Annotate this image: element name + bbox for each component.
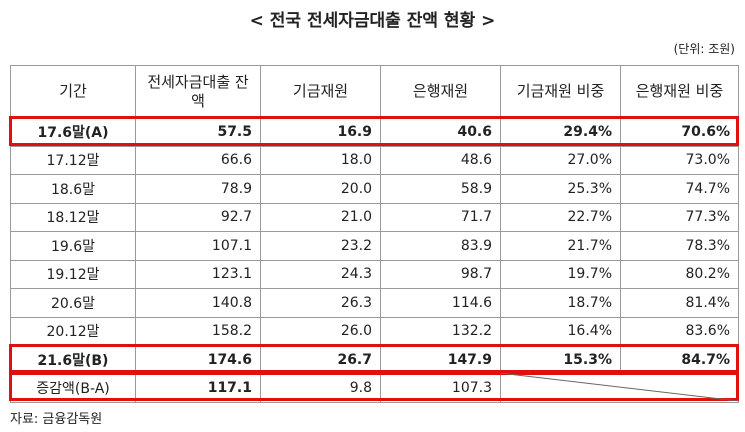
cell: 83.9: [380, 231, 501, 261]
cell: 16.4%: [500, 316, 621, 346]
row-label: 20.6말: [10, 288, 136, 318]
row-label: 19.6말: [10, 231, 136, 261]
table-row: 19.12말 123.1 24.3 98.7 19.7% 80.2%: [10, 259, 739, 289]
header-row: 기간 전세자금대출 잔액 기금재원 은행재원 기금재원 비중 은행재원 비중: [10, 65, 739, 118]
table-body: 17.6말(A) 57.5 16.9 40.6 29.4% 70.6% 17.12말 66.6…: [10, 117, 739, 403]
cell: 158.2: [135, 316, 261, 346]
row-label: 18.12말: [10, 202, 136, 232]
cell: 16.9: [260, 117, 381, 147]
cell: 57.5: [135, 117, 261, 147]
cell: 70.6%: [620, 117, 739, 147]
cell: 58.9: [380, 174, 501, 204]
cell: 26.7: [260, 345, 381, 375]
table-row: 17.12말 66.6 18.0 48.6 27.0% 73.0%: [10, 145, 739, 175]
row-label: 20.12말: [10, 316, 136, 346]
title: < 전국 전세자금대출 잔액 현황 >: [249, 11, 496, 31]
cell: 15.3%: [500, 345, 621, 375]
column-header: 은행재원 비중: [620, 65, 739, 118]
cell: 73.0%: [620, 145, 739, 175]
cell: 84.7%: [620, 345, 739, 375]
row-label: 19.12말: [10, 259, 136, 289]
cell: 26.3: [260, 288, 381, 318]
cell: 78.9: [135, 174, 261, 204]
cell: 21.0: [260, 202, 381, 232]
cell: 92.7: [135, 202, 261, 232]
cell: 107.3: [380, 373, 501, 403]
table-row: 17.6말(A) 57.5 16.9 40.6 29.4% 70.6%: [10, 117, 739, 147]
cell: 117.1: [135, 373, 261, 403]
cell: 18.7%: [500, 288, 621, 318]
cell: 83.6%: [620, 316, 739, 346]
cell: 40.6: [380, 117, 501, 147]
cell: 174.6: [135, 345, 261, 375]
cell: 147.9: [380, 345, 501, 375]
row-label: 18.6말: [10, 174, 136, 204]
column-header: 은행재원: [380, 65, 501, 118]
table-row: 18.12말 92.7 21.0 71.7 22.7% 77.3%: [10, 202, 739, 232]
cell: 78.3%: [620, 231, 739, 261]
cell: 20.0: [260, 174, 381, 204]
cell: 23.2: [260, 231, 381, 261]
cell: 98.7: [380, 259, 501, 289]
cell: 26.0: [260, 316, 381, 346]
unit: (단위: 조원): [673, 42, 735, 56]
source: 자료: 금융감독원: [10, 412, 103, 427]
table-row: 20.12말 158.2 26.0 132.2 16.4% 83.6%: [10, 316, 739, 346]
cell: 114.6: [380, 288, 501, 318]
cell: 21.7%: [500, 231, 621, 261]
cell: 24.3: [260, 259, 381, 289]
cell: 29.4%: [500, 117, 621, 147]
table-row: 20.6말 140.8 26.3 114.6 18.7% 81.4%: [10, 288, 739, 318]
cell: 71.7: [380, 202, 501, 232]
cell: 81.4%: [620, 288, 739, 318]
cell: 66.6: [135, 145, 261, 175]
row-label: 증감액(B-A): [10, 373, 136, 403]
table-row: 19.6말 107.1 23.2 83.9 21.7% 78.3%: [10, 231, 739, 261]
row-label: 17.12말: [10, 145, 136, 175]
cell: 9.8: [260, 373, 381, 403]
cell: 140.8: [135, 288, 261, 318]
cell: 19.7%: [500, 259, 621, 289]
row-label: 21.6말(B): [10, 345, 136, 375]
column-header: 전세자금대출 잔액: [135, 65, 261, 118]
cell: 25.3%: [500, 174, 621, 204]
cell: 132.2: [380, 316, 501, 346]
cell: 74.7%: [620, 174, 739, 204]
column-header: 기금재원: [260, 65, 381, 118]
table-row: 18.6말 78.9 20.0 58.9 25.3% 74.7%: [10, 174, 739, 204]
column-header: 기간: [10, 65, 136, 118]
cell: 27.0%: [500, 145, 621, 175]
cell: 107.1: [135, 231, 261, 261]
cell: 22.7%: [500, 202, 621, 232]
cell: 77.3%: [620, 202, 739, 232]
row-label: 17.6말(A): [10, 117, 136, 147]
table-header: 기간 전세자금대출 잔액 기금재원 은행재원 기금재원 비중 은행재원 비중: [10, 65, 739, 118]
table-row: 증감액(B-A) 117.1 9.8 107.3: [10, 373, 739, 403]
cell: 123.1: [135, 259, 261, 289]
column-header: 기금재원 비중: [500, 65, 621, 118]
cell: 48.6: [380, 145, 501, 175]
cell: 18.0: [260, 145, 381, 175]
table: 기간 전세자금대출 잔액 기금재원 은행재원 기금재원 비중 은행재원 비중 17.6말(…: [10, 65, 739, 403]
empty-cell: [500, 373, 739, 403]
table-row: 21.6말(B) 174.6 26.7 147.9 15.3% 84.7%: [10, 345, 739, 375]
cell: 80.2%: [620, 259, 739, 289]
